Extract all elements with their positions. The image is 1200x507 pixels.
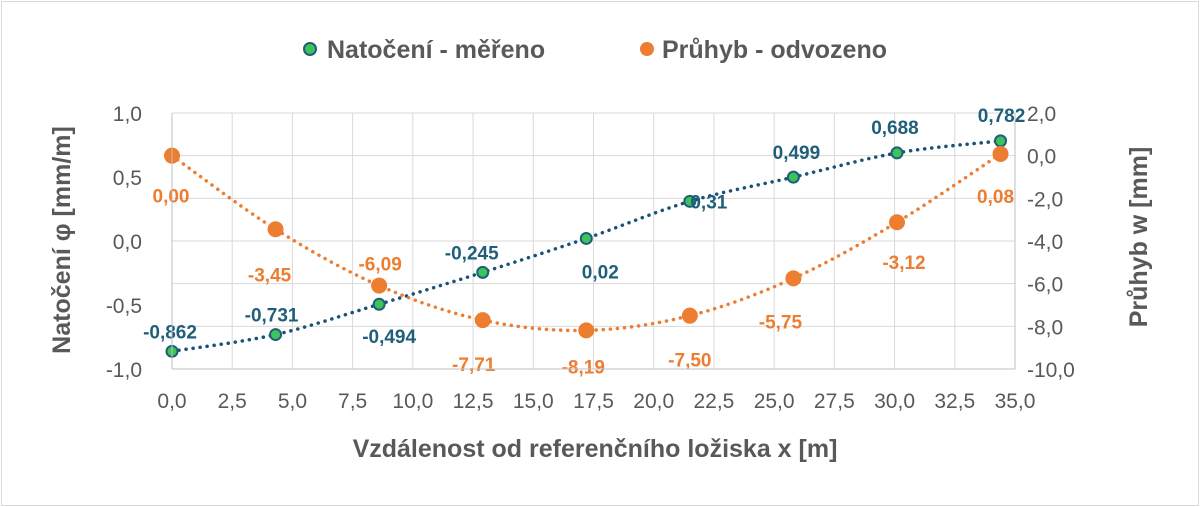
pruhyb-point [785,270,802,287]
legend-marker-pruhyb [640,42,654,56]
y-right-tick-label: -6,0 [1027,274,1063,297]
x-tick-label: 22,5 [693,390,734,413]
x-tick-label: 2,5 [218,390,247,413]
y-left-tick-label: 1,0 [113,103,142,126]
pruhyb-point [371,277,388,294]
x-tick-label: 12,5 [453,390,494,413]
natoceni-data-label: 0,02 [582,262,619,283]
natoceni-point [579,231,593,245]
legend-label-natoceni: Natočení - měřeno [327,36,545,64]
y-left-axis-title: Natočení φ [mm/m] [48,126,76,354]
y-left-tick-label: 0,5 [113,167,142,190]
pruhyb-data-label: 0,08 [977,187,1014,208]
pruhyb-data-label: 0,00 [153,187,190,208]
legend: Natočení - měřeno Průhyb - odvozeno [303,36,887,64]
pruhyb-data-label: -3,12 [882,253,925,274]
legend-label-pruhyb: Průhyb - odvozeno [662,36,887,64]
natoceni-data-label: 0,782 [978,106,1026,127]
y-left-tick-label: 0,0 [113,231,142,254]
pruhyb-data-label: -7,71 [452,355,496,376]
y-right-tick-label: -2,0 [1027,188,1063,211]
pruhyb-data-label: -3,45 [248,265,292,286]
pruhyb-data-label: -5,75 [759,312,803,333]
natoceni-point [683,194,697,208]
y-right-axis-title: Průhyb w [mm] [1125,147,1153,328]
x-tick-label: 25,0 [754,390,795,413]
pruhyb-trendline [170,152,1003,333]
natoceni-point [269,328,283,342]
natoceni-data-label: 0,688 [871,118,919,139]
y-left-tick-label: -1,0 [106,359,142,382]
pruhyb-point [267,221,284,238]
x-tick-label: 20,0 [633,390,674,413]
pruhyb-point [578,322,595,339]
pruhyb-point [474,312,491,329]
pruhyb-point [992,145,1009,162]
x-tick-label: 5,0 [278,390,307,413]
x-tick-label: 32,5 [934,390,975,413]
x-tick-label: 30,0 [874,390,915,413]
y-right-tick-label: -4,0 [1027,231,1063,254]
natoceni-data-label: 0,31 [690,192,727,213]
y-right-tick-label: -10,0 [1027,359,1075,382]
pruhyb-data-label: -6,09 [358,255,401,276]
pruhyb-point [888,214,905,231]
natoceni-point [994,134,1008,148]
y-right-tick-label: 2,0 [1027,103,1056,126]
x-tick-label: 17,5 [573,390,614,413]
natoceni-data-label: -0,245 [445,243,499,264]
natoceni-point [786,170,800,184]
y-right-tick-label: 0,0 [1027,146,1056,169]
natoceni-point [476,265,490,279]
pruhyb-data-label: -7,50 [668,351,711,372]
x-tick-label: 15,0 [513,390,554,413]
x-tick-label: 10,0 [392,390,433,413]
x-tick-label: 35,0 [995,390,1036,413]
x-tick-label: 0,0 [157,390,186,413]
natoceni-point [890,146,904,160]
legend-marker-natoceni [303,42,317,56]
natoceni-data-label: -0,862 [143,322,197,343]
pruhyb-point [681,307,698,324]
x-axis-title: Vzdálenost od referenčního ložiska x [m] [353,435,838,463]
y-right-tick-label: -8,0 [1027,316,1063,339]
x-tick-label: 27,5 [814,390,855,413]
natoceni-data-label: -0,494 [362,327,416,348]
y-left-tick-label: -0,5 [106,295,142,318]
pruhyb-data-label: -8,19 [562,357,605,378]
x-tick-label: 7,5 [338,390,367,413]
natoceni-data-label: 0,499 [773,143,821,164]
natoceni-point [372,297,386,311]
natoceni-data-label: -0,731 [245,306,299,327]
